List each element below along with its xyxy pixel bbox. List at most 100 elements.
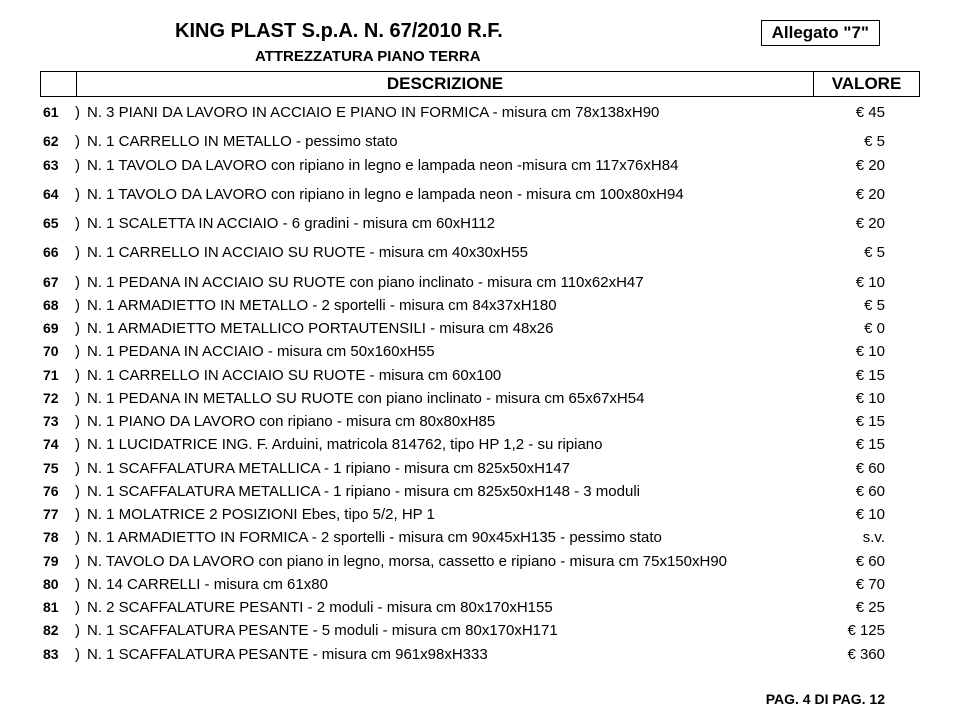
row-number: 73 bbox=[40, 411, 75, 433]
table-row: 65)N. 1 SCALETTA IN ACCIAIO - 6 gradini … bbox=[40, 212, 920, 235]
row-description: N. 1 CARRELLO IN METALLO - pessimo stato bbox=[87, 130, 795, 153]
row-value: € 70 bbox=[795, 573, 920, 596]
row-value: € 10 bbox=[795, 503, 920, 526]
table-row: 73)N. 1 PIANO DA LAVORO con ripiano - mi… bbox=[40, 410, 920, 433]
row-paren: ) bbox=[75, 596, 87, 619]
row-paren: ) bbox=[75, 212, 87, 235]
row-value: € 20 bbox=[795, 212, 920, 235]
subtitle: ATTREZZATURA PIANO TERRA bbox=[255, 48, 920, 65]
row-paren: ) bbox=[75, 457, 87, 480]
table-row: 72)N. 1 PEDANA IN METALLO SU RUOTE con p… bbox=[40, 387, 920, 410]
row-number: 71 bbox=[40, 365, 75, 387]
row-description: N. 3 PIANI DA LAVORO IN ACCIAIO E PIANO … bbox=[87, 101, 795, 124]
row-number: 68 bbox=[40, 295, 75, 317]
table-row: 67)N. 1 PEDANA IN ACCIAIO SU RUOTE con p… bbox=[40, 271, 920, 294]
row-paren: ) bbox=[75, 317, 87, 340]
row-value: € 60 bbox=[795, 550, 920, 573]
row-number: 75 bbox=[40, 458, 75, 480]
row-description: N. 1 SCAFFALATURA PESANTE - 5 moduli - m… bbox=[87, 619, 795, 642]
table-row: 77)N. 1 MOLATRICE 2 POSIZIONI Ebes, tipo… bbox=[40, 503, 920, 526]
row-value: € 10 bbox=[795, 340, 920, 363]
row-description: N. 1 ARMADIETTO IN FORMICA - 2 sportelli… bbox=[87, 526, 795, 549]
row-paren: ) bbox=[75, 433, 87, 456]
row-value: € 15 bbox=[795, 410, 920, 433]
row-description: N. 1 PEDANA IN ACCIAIO - misura cm 50x16… bbox=[87, 340, 795, 363]
row-number: 69 bbox=[40, 318, 75, 340]
row-paren: ) bbox=[75, 643, 87, 666]
table-row: 64)N. 1 TAVOLO DA LAVORO con ripiano in … bbox=[40, 183, 920, 206]
table-row: 75)N. 1 SCAFFALATURA METALLICA - 1 ripia… bbox=[40, 457, 920, 480]
row-paren: ) bbox=[75, 573, 87, 596]
row-number: 63 bbox=[40, 155, 75, 177]
table-body: 61)N. 3 PIANI DA LAVORO IN ACCIAIO E PIA… bbox=[40, 101, 920, 666]
row-value: € 10 bbox=[795, 271, 920, 294]
table-row: 62)N. 1 CARRELLO IN METALLO - pessimo st… bbox=[40, 130, 920, 153]
row-description: N. 1 CARRELLO IN ACCIAIO SU RUOTE - misu… bbox=[87, 364, 795, 387]
header-num-cell bbox=[41, 72, 77, 96]
row-number: 83 bbox=[40, 644, 75, 666]
row-number: 72 bbox=[40, 388, 75, 410]
row-description: N. 1 SCALETTA IN ACCIAIO - 6 gradini - m… bbox=[87, 212, 795, 235]
row-description: N. 1 PEDANA IN METALLO SU RUOTE con pian… bbox=[87, 387, 795, 410]
table-row: 82)N. 1 SCAFFALATURA PESANTE - 5 moduli … bbox=[40, 619, 920, 642]
row-number: 67 bbox=[40, 272, 75, 294]
row-description: N. 1 LUCIDATRICE ING. F. Arduini, matric… bbox=[87, 433, 795, 456]
row-paren: ) bbox=[75, 550, 87, 573]
row-description: N. 1 ARMADIETTO METALLICO PORTAUTENSILI … bbox=[87, 317, 795, 340]
row-number: 74 bbox=[40, 434, 75, 456]
allegato-box: Allegato "7" bbox=[761, 20, 880, 46]
row-description: N. 1 CARRELLO IN ACCIAIO SU RUOTE - misu… bbox=[87, 241, 795, 264]
table-row: 78)N. 1 ARMADIETTO IN FORMICA - 2 sporte… bbox=[40, 526, 920, 549]
row-number: 81 bbox=[40, 597, 75, 619]
row-description: N. 1 SCAFFALATURA METALLICA - 1 ripiano … bbox=[87, 457, 795, 480]
row-value: € 10 bbox=[795, 387, 920, 410]
row-number: 65 bbox=[40, 213, 75, 235]
row-description: N. 1 TAVOLO DA LAVORO con ripiano in leg… bbox=[87, 183, 795, 206]
row-number: 78 bbox=[40, 527, 75, 549]
row-value: € 125 bbox=[795, 619, 920, 642]
header-value: VALORE bbox=[814, 72, 919, 96]
row-paren: ) bbox=[75, 364, 87, 387]
row-paren: ) bbox=[75, 619, 87, 642]
row-paren: ) bbox=[75, 387, 87, 410]
row-number: 66 bbox=[40, 242, 75, 264]
row-paren: ) bbox=[75, 480, 87, 503]
row-paren: ) bbox=[75, 130, 87, 153]
table-row: 66)N. 1 CARRELLO IN ACCIAIO SU RUOTE - m… bbox=[40, 241, 920, 264]
row-description: N. TAVOLO DA LAVORO con piano in legno, … bbox=[87, 550, 795, 573]
page-footer: PAG. 4 DI PAG. 12 bbox=[40, 691, 920, 707]
row-description: N. 1 SCAFFALATURA PESANTE - misura cm 96… bbox=[87, 643, 795, 666]
row-description: N. 14 CARRELLI - misura cm 61x80 bbox=[87, 573, 795, 596]
row-paren: ) bbox=[75, 340, 87, 363]
row-number: 70 bbox=[40, 341, 75, 363]
row-value: € 5 bbox=[795, 294, 920, 317]
header-description: DESCRIZIONE bbox=[77, 72, 814, 96]
row-value: € 5 bbox=[795, 130, 920, 153]
row-value: € 5 bbox=[795, 241, 920, 264]
row-paren: ) bbox=[75, 294, 87, 317]
table-row: 69)N. 1 ARMADIETTO METALLICO PORTAUTENSI… bbox=[40, 317, 920, 340]
row-value: € 60 bbox=[795, 457, 920, 480]
row-number: 80 bbox=[40, 574, 75, 596]
row-paren: ) bbox=[75, 503, 87, 526]
row-number: 64 bbox=[40, 184, 75, 206]
row-paren: ) bbox=[75, 271, 87, 294]
table-row: 76)N. 1 SCAFFALATURA METALLICA - 1 ripia… bbox=[40, 480, 920, 503]
row-description: N. 1 MOLATRICE 2 POSIZIONI Ebes, tipo 5/… bbox=[87, 503, 795, 526]
row-number: 61 bbox=[40, 102, 75, 124]
row-number: 76 bbox=[40, 481, 75, 503]
table-row: 74)N. 1 LUCIDATRICE ING. F. Arduini, mat… bbox=[40, 433, 920, 456]
row-value: € 45 bbox=[795, 101, 920, 124]
row-number: 79 bbox=[40, 551, 75, 573]
row-number: 77 bbox=[40, 504, 75, 526]
row-number: 82 bbox=[40, 620, 75, 642]
row-description: N. 2 SCAFFALATURE PESANTI - 2 moduli - m… bbox=[87, 596, 795, 619]
row-value: € 360 bbox=[795, 643, 920, 666]
table-row: 81)N. 2 SCAFFALATURE PESANTI - 2 moduli … bbox=[40, 596, 920, 619]
row-paren: ) bbox=[75, 241, 87, 264]
table-header: DESCRIZIONE VALORE bbox=[40, 71, 920, 97]
row-description: N. 1 PEDANA IN ACCIAIO SU RUOTE con pian… bbox=[87, 271, 795, 294]
row-paren: ) bbox=[75, 410, 87, 433]
row-description: N. 1 ARMADIETTO IN METALLO - 2 sportelli… bbox=[87, 294, 795, 317]
row-number: 62 bbox=[40, 131, 75, 153]
